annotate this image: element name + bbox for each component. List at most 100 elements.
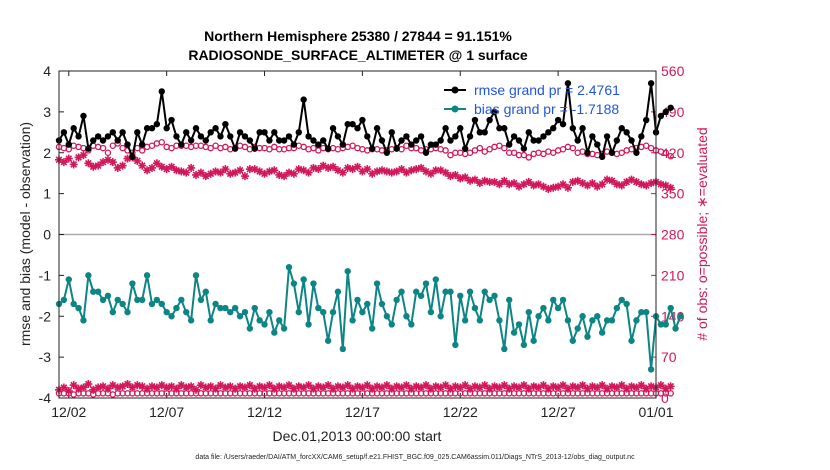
- rmse-point: [525, 129, 532, 136]
- bias-point: [324, 337, 332, 344]
- bias-point: [114, 296, 121, 304]
- obs-evaluated-point: [382, 381, 391, 390]
- y-right-tick-label: 70: [661, 349, 677, 365]
- rmse-point: [613, 137, 621, 144]
- y-right-tick-label: 0: [661, 390, 669, 406]
- rmse-point: [329, 125, 337, 132]
- rmse-point: [403, 133, 410, 140]
- rmse-point: [305, 133, 312, 140]
- obs-evaluated-point: [162, 383, 171, 392]
- obs-evaluated-point: [284, 381, 293, 390]
- rmse-point: [227, 133, 234, 140]
- bias-point: [251, 304, 258, 312]
- obs-evaluated-point: [79, 383, 88, 392]
- rmse-point: [505, 141, 513, 148]
- rmse-point: [393, 145, 400, 152]
- obs-possible-point: [647, 144, 655, 152]
- obs-evaluated-point: [138, 161, 147, 170]
- rmse-point: [496, 125, 503, 132]
- bias-point: [643, 308, 650, 316]
- rmse-point: [99, 137, 107, 144]
- bias-point: [398, 288, 405, 295]
- rmse-point: [310, 137, 317, 144]
- bias-point: [212, 300, 219, 308]
- rmse-point: [173, 133, 180, 140]
- bias-point: [378, 300, 386, 308]
- obs-evaluated-point: [656, 381, 665, 390]
- x-tick-label: 12/17: [345, 404, 380, 420]
- obs-evaluated-point: [402, 381, 411, 390]
- rmse-point: [564, 80, 572, 87]
- legend: rmse grand pr = 2.4761 bias grand pr = -…: [444, 82, 620, 117]
- bias-point: [393, 296, 400, 304]
- bias-point: [373, 280, 381, 287]
- obs-possible-point: [207, 144, 214, 152]
- obs-evaluated-point: [598, 180, 607, 189]
- rmse-point: [119, 129, 126, 136]
- y-right-tick-label: 490: [661, 104, 685, 120]
- bias-point: [80, 317, 87, 324]
- obs-evaluated-point: [187, 163, 196, 172]
- obs-evaluated-point: [69, 381, 78, 390]
- bias-point: [256, 317, 263, 324]
- bias-point: [70, 300, 77, 308]
- rmse-point: [378, 137, 386, 144]
- obs-evaluated-point: [451, 170, 460, 179]
- rmse-point: [94, 133, 102, 140]
- bias-point: [461, 317, 469, 324]
- obs-possible-point: [466, 149, 474, 156]
- bias-point: [672, 325, 679, 332]
- obs-possible-point: [662, 149, 670, 156]
- bias-point: [564, 317, 572, 324]
- bias-point: [290, 280, 298, 287]
- rmse-point: [476, 129, 484, 136]
- rmse-point: [246, 137, 254, 144]
- obs-evaluated-point: [329, 162, 338, 171]
- obs-evaluated-point: [461, 173, 470, 182]
- bias-point: [266, 308, 273, 316]
- bias-point: [437, 313, 444, 320]
- bias-point: [109, 308, 117, 316]
- bias-point: [628, 337, 635, 344]
- obs-evaluated-point: [519, 381, 528, 390]
- y-right-tick-label: 280: [661, 227, 685, 243]
- bias-point: [403, 313, 410, 320]
- obs-possible-point: [349, 142, 356, 149]
- y-right-tick-label: 420: [661, 145, 685, 161]
- obs-possible-point: [412, 144, 420, 152]
- rmse-point: [349, 120, 356, 128]
- bias-point: [285, 264, 293, 271]
- obs-evaluated-point: [666, 382, 675, 391]
- bias-point: [667, 304, 674, 312]
- bias-point: [647, 366, 655, 373]
- rmse-point: [589, 133, 596, 140]
- rmse-series-line: [58, 82, 672, 158]
- y-axis-label: rmse and bias (model - observation): [17, 122, 33, 346]
- bias-point: [85, 272, 92, 279]
- rmse-point: [320, 137, 327, 144]
- obs-possible-point: [158, 138, 166, 146]
- obs-evaluated-point: [240, 172, 249, 181]
- bias-point: [94, 288, 102, 295]
- obs-possible-point: [520, 151, 528, 159]
- bias-point: [354, 296, 361, 304]
- bias-point: [554, 304, 562, 312]
- bias-point: [569, 337, 577, 344]
- obs-possible-point: [109, 142, 117, 149]
- obs-evaluated-point: [397, 165, 406, 174]
- obs-evaluated-point: [103, 384, 112, 393]
- legend-marker-bias: [451, 105, 459, 113]
- rmse-point: [520, 145, 528, 152]
- bias-point: [65, 276, 72, 283]
- obs-evaluated-point: [289, 169, 298, 178]
- rmse-point: [437, 137, 444, 144]
- rmse-point: [608, 149, 616, 156]
- bias-point: [129, 280, 136, 287]
- bias-point: [90, 288, 97, 295]
- obs-evaluated-point: [314, 382, 323, 391]
- rmse-point: [114, 137, 121, 144]
- rmse-point: [134, 129, 141, 136]
- obs-evaluated-point: [324, 381, 333, 390]
- bias-point: [202, 288, 210, 295]
- rmse-point: [197, 133, 205, 140]
